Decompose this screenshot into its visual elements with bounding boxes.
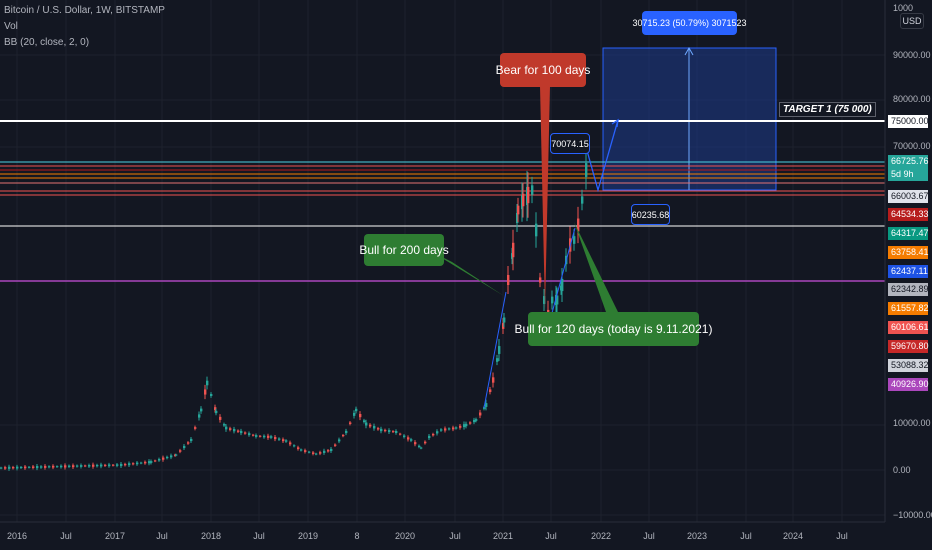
time-axis-label: 2023 <box>686 531 708 541</box>
target-label[interactable]: TARGET 1 (75 000) <box>779 102 876 117</box>
price-tick-70000: 70000.00 <box>893 141 931 151</box>
price-tag: 75000.00 <box>888 115 929 128</box>
price-tick-10000: 10000.00 <box>893 418 931 428</box>
price-label-60235[interactable]: 60235.68 <box>631 204 670 225</box>
bull-120-trendline <box>551 227 576 314</box>
grid-lines <box>0 0 885 522</box>
bear-callout[interactable]: Bear for 100 days <box>496 53 590 87</box>
price-tick-0: 0.00 <box>893 465 911 475</box>
time-axis-label: 2024 <box>782 531 804 541</box>
price-tag: 61557.82 <box>888 302 929 315</box>
time-axis-label: 2021 <box>492 531 514 541</box>
time-axis-label: Jul <box>253 531 265 541</box>
price-tag: 64534.33 <box>888 208 929 221</box>
time-axis-label: Jul <box>545 531 557 541</box>
price-tag: 5d 9h <box>888 168 928 181</box>
price-candles <box>0 150 588 471</box>
price-tag: 59670.80 <box>888 340 929 353</box>
time-axis-label: 2022 <box>590 531 612 541</box>
bull-200-callout-pointer <box>432 252 504 296</box>
bull-200-trendline <box>483 291 507 409</box>
currency-button[interactable]: USD <box>900 13 924 29</box>
time-axis-label: 2017 <box>104 531 126 541</box>
time-axis-label: Jul <box>643 531 655 541</box>
price-tag: 40926.90 <box>888 378 929 391</box>
price-tag: 62342.89 <box>888 283 929 296</box>
horizontal-levels[interactable] <box>0 120 885 282</box>
price-tick-90000: 90000.00 <box>893 50 931 60</box>
time-axis-label: 8 <box>354 531 360 541</box>
bull-200-callout[interactable]: Bull for 200 days <box>359 234 449 266</box>
bollinger-bands-label[interactable]: BB (20, close, 2, 0) <box>4 37 90 48</box>
price-label-70074[interactable]: 70074.15 <box>550 133 590 154</box>
projection-arrowhead <box>684 46 694 56</box>
symbol-title[interactable]: Bitcoin / U.S. Dollar, 1W, BITSTAMP <box>4 5 165 16</box>
price-tick-80000: 80000.00 <box>893 94 931 104</box>
volume-indicator-label[interactable]: Vol <box>4 21 18 32</box>
price-tag: 62437.11 <box>888 265 928 278</box>
bear-callout-pointer <box>540 86 550 310</box>
forecast-arrow <box>585 119 619 193</box>
price-tag: 53088.32 <box>888 359 929 372</box>
bull-120-callout-pointer <box>574 222 618 312</box>
time-axis-label: Jul <box>60 531 72 541</box>
time-axis-label: Jul <box>740 531 752 541</box>
projection-label[interactable]: 30715.23 (50.79%) 3071523 <box>632 11 747 35</box>
time-axis-label: Jul <box>449 531 461 541</box>
time-axis-label: Jul <box>156 531 168 541</box>
price-axis-top-value: 1000 <box>893 3 914 13</box>
price-tag: 60106.61 <box>888 321 929 334</box>
time-axis-label: 2018 <box>200 531 222 541</box>
bull-120-callout[interactable]: Bull for 120 days (today is 9.11.2021) <box>515 312 712 346</box>
time-axis-label: 2019 <box>297 531 319 541</box>
price-tick-minus-10000: −10000.00 <box>893 510 932 520</box>
price-tag: 64317.47 <box>888 227 929 240</box>
time-axis-label: 2016 <box>6 531 28 541</box>
time-axis-label: Jul <box>836 531 848 541</box>
time-axis-label: 2020 <box>394 531 416 541</box>
price-tag: 63758.41 <box>888 246 929 259</box>
price-tag: 66725.76 <box>888 155 929 168</box>
forecast-arrowhead <box>611 118 619 128</box>
price-tag: 66003.67 <box>888 190 929 203</box>
